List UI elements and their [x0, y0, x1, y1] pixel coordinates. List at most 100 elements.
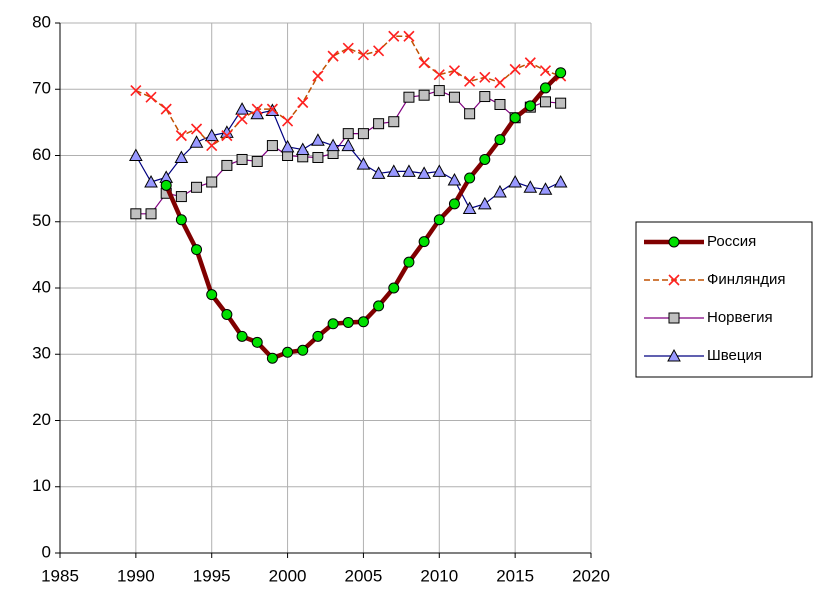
marker	[342, 128, 354, 140]
marker	[130, 85, 142, 97]
y-tick-label: 80	[32, 12, 51, 31]
marker	[130, 208, 142, 220]
marker	[250, 106, 265, 120]
x-tick-label: 1990	[117, 566, 155, 585]
marker	[204, 128, 219, 142]
marker	[667, 348, 681, 362]
marker	[236, 113, 248, 125]
marker	[191, 181, 203, 193]
y-tick-label: 60	[32, 145, 51, 164]
marker	[189, 135, 204, 148]
marker	[494, 77, 506, 89]
marker	[342, 316, 354, 328]
marker	[418, 236, 430, 248]
y-tick-label: 50	[32, 211, 51, 230]
marker	[494, 134, 506, 146]
marker	[403, 91, 415, 103]
marker	[462, 201, 477, 214]
marker	[403, 256, 415, 268]
legend: Россия Финляндия Норвегия Швеция	[635, 221, 813, 378]
marker	[464, 75, 476, 87]
y-tick-label: 40	[32, 277, 51, 296]
marker	[266, 103, 278, 115]
marker	[479, 71, 491, 83]
marker	[432, 164, 447, 177]
marker	[206, 289, 218, 301]
marker	[373, 118, 385, 130]
marker	[388, 282, 400, 294]
marker	[342, 42, 354, 54]
marker	[251, 336, 263, 348]
marker	[493, 184, 507, 198]
marker	[464, 108, 476, 120]
marker	[251, 155, 263, 167]
marker	[235, 102, 249, 115]
marker	[174, 150, 189, 163]
marker	[145, 208, 157, 220]
marker	[403, 30, 415, 42]
marker	[388, 30, 400, 42]
marker	[357, 49, 369, 61]
marker	[386, 164, 401, 177]
marker	[312, 70, 324, 82]
marker	[373, 300, 385, 312]
marker	[553, 174, 568, 188]
marker	[357, 316, 369, 328]
marker	[282, 346, 294, 358]
marker	[175, 214, 187, 226]
marker	[539, 96, 551, 108]
marker	[371, 166, 386, 179]
x-tick-label: 1995	[193, 566, 231, 585]
y-tick-label: 10	[32, 476, 51, 495]
y-tick-label: 30	[32, 344, 51, 363]
marker	[266, 140, 278, 152]
marker	[251, 103, 263, 115]
legend-label: Россия	[707, 233, 756, 250]
marker	[221, 130, 233, 142]
marker	[311, 133, 325, 146]
marker	[418, 57, 430, 69]
legend-label: Швеция	[707, 347, 762, 364]
marker	[433, 69, 445, 81]
marker	[327, 318, 339, 330]
x-tick-label: 2015	[496, 566, 534, 585]
marker	[206, 176, 218, 188]
marker	[357, 128, 369, 140]
marker	[668, 274, 680, 286]
x-tick-label: 2010	[420, 566, 458, 585]
marker	[447, 172, 462, 186]
marker	[523, 180, 538, 193]
marker	[508, 174, 522, 188]
marker	[236, 330, 248, 342]
x-tick-label: 2005	[345, 566, 383, 585]
marker	[160, 103, 172, 115]
marker	[326, 138, 340, 152]
marker	[479, 153, 491, 165]
marker	[509, 63, 521, 75]
marker	[555, 97, 567, 109]
y-tick-label: 70	[32, 79, 51, 98]
marker	[417, 166, 431, 179]
marker	[538, 182, 553, 195]
marker	[373, 45, 385, 57]
marker	[668, 312, 680, 324]
marker	[144, 174, 158, 188]
marker	[433, 214, 445, 226]
marker	[206, 139, 218, 152]
marker	[266, 352, 278, 364]
marker	[312, 330, 324, 342]
marker	[221, 309, 233, 320]
marker	[524, 100, 536, 112]
marker	[448, 198, 460, 210]
marker	[388, 116, 400, 128]
marker	[402, 164, 416, 177]
series-line	[135, 35, 561, 147]
x-tick-label: 1985	[41, 566, 79, 585]
marker	[221, 159, 233, 171]
marker	[494, 98, 506, 110]
marker	[477, 196, 492, 210]
marker	[175, 191, 187, 203]
marker	[555, 67, 567, 79]
legend-box	[635, 221, 813, 378]
